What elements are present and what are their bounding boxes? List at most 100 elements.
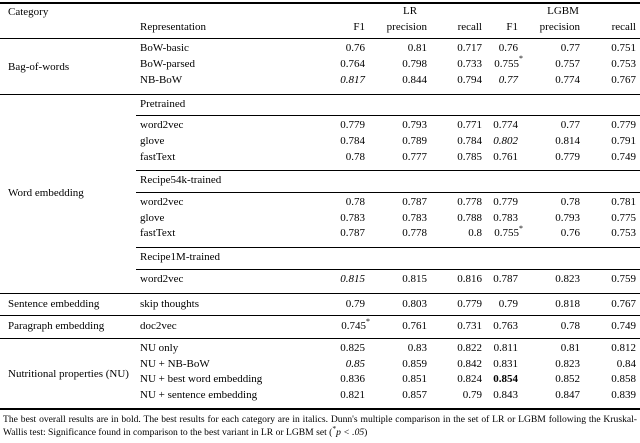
value-text: 0.858 — [611, 373, 636, 386]
value-text: 0.79 — [498, 297, 518, 310]
value-cell: 0.817 — [334, 73, 369, 94]
value-cell: 0.825 — [334, 338, 369, 356]
value-cell: 0.84 — [584, 357, 640, 373]
value-text: 0.789 — [402, 134, 427, 147]
value-text: 0.761 — [402, 320, 427, 333]
value-cell: 0.78 — [522, 193, 584, 211]
value-cell: 0.751 — [584, 39, 640, 57]
value-cell: 0.763 — [486, 316, 522, 339]
value-text: 0.811 — [493, 341, 518, 354]
value-text: 0.823 — [555, 357, 580, 370]
value-cell: 0.781 — [584, 193, 640, 211]
value-text: 0.812 — [611, 341, 636, 354]
value-cell: 0.815 — [334, 269, 369, 293]
table-row: NU + NB-BoW 0.85 0.859 0.842 0.831 0.823 0.84 — [0, 357, 640, 373]
value-text: 0.787 — [493, 272, 518, 285]
value-text: 0.83 — [407, 341, 427, 354]
column-header-lr-f1: F1 — [353, 20, 365, 33]
value-text: 0.843 — [493, 389, 518, 402]
value-text: 0.851 — [402, 373, 427, 386]
value-cell: 0.854 — [486, 372, 522, 388]
subsection-header-row: Recipe1M-trained — [0, 247, 640, 270]
value-text: 0.791 — [611, 134, 636, 147]
value-text: 0.733 — [457, 58, 482, 71]
value-cell: 0.802 — [486, 134, 522, 150]
value-text: 0.781 — [611, 196, 636, 209]
value-text: 0.803 — [402, 297, 427, 310]
representation-cell: doc2vec — [140, 320, 177, 333]
representation-cell: fastText — [136, 226, 334, 249]
value-text: 0.78 — [560, 320, 580, 333]
value-text: 0.78 — [345, 150, 365, 163]
value-text: 0.751 — [611, 42, 636, 55]
value-cell: 0.847 — [522, 388, 584, 409]
representation-cell: word2vec — [140, 196, 184, 209]
value-text: 0.788 — [457, 211, 482, 224]
representation-cell: NU + NB-BoW — [140, 357, 210, 370]
representation-cell: NB-BoW — [140, 73, 183, 86]
representation-cell: NU + best word embedding — [140, 373, 263, 386]
category-cell: Nutritional properties (NU) — [8, 367, 129, 380]
value-cell: 0.764 — [334, 57, 369, 73]
value-text: 0.784 — [340, 134, 365, 147]
value-text: 0.821 — [340, 389, 365, 402]
value-cell: 0.858 — [584, 372, 640, 388]
column-group-lgbm: LGBM — [547, 5, 579, 17]
section-paragraph-embedding: Paragraph embedding doc2vec 0.745* 0.761 0.7… — [0, 316, 640, 339]
value-cell: 0.85 — [334, 357, 369, 373]
value-text: 0.783 — [493, 211, 518, 224]
value-cell: 0.785 — [431, 149, 486, 172]
value-text: 0.793 — [555, 211, 580, 224]
value-text: 0.76 — [560, 227, 580, 240]
value-cell: 0.787 — [369, 193, 431, 211]
value-cell: 0.836 — [334, 372, 369, 388]
value-cell: 0.78 — [522, 316, 584, 339]
representation-cell: word2vec — [140, 272, 184, 285]
value-text: 0.857 — [402, 389, 427, 402]
representation-cell: glove — [140, 134, 165, 147]
value-cell: 0.823 — [522, 357, 584, 373]
value-cell: 0.81 — [369, 39, 431, 57]
table-row: word2vec 0.78 0.787 0.778 0.779 0.78 0.781 — [0, 193, 640, 211]
table-row: NU + best word embedding 0.836 0.851 0.824 0… — [0, 372, 640, 388]
value-cell: 0.774 — [522, 73, 584, 94]
table-row: Sentence embedding skip thoughts 0.79 0.803… — [0, 293, 640, 316]
value-text: 0.852 — [555, 373, 580, 386]
value-text: 0.783 — [402, 211, 427, 224]
value-cell: 0.844 — [369, 73, 431, 94]
value-text: 0.817 — [340, 73, 365, 86]
value-cell: 0.793 — [369, 116, 431, 134]
representation-cell: skip thoughts — [140, 297, 199, 310]
value-cell: 0.814 — [522, 134, 584, 150]
value-cell: 0.755* — [486, 55, 523, 73]
value-cell: 0.859 — [369, 357, 431, 373]
value-cell: 0.78 — [334, 193, 369, 211]
category-cell: Bag-of-words — [8, 60, 70, 73]
value-cell: 0.852 — [522, 372, 584, 388]
representation-cell: word2vec — [140, 119, 184, 132]
header-row-groups: Category LR LGBM — [0, 3, 640, 20]
value-text: 0.774 — [555, 73, 580, 86]
table-row: glove 0.783 0.783 0.788 0.783 0.793 0.775 — [0, 211, 640, 227]
column-header-lgbm-f1: F1 — [506, 20, 518, 33]
value-cell: 0.778 — [369, 226, 431, 249]
value-text: 0.842 — [457, 357, 482, 370]
value-cell: 0.83 — [369, 338, 431, 356]
table-row: fastText 0.78 0.777 0.785 0.761 0.779 0.749 — [0, 149, 640, 172]
table-row: Paragraph embedding doc2vec 0.745* 0.761 0.7… — [0, 316, 640, 339]
value-cell: 0.717 — [431, 39, 486, 57]
representation-cell: glove — [140, 211, 165, 224]
subsection-header-cell: Pretrained — [136, 94, 640, 117]
value-cell: 0.784 — [431, 134, 486, 150]
value-text: 0.847 — [555, 389, 580, 402]
value-text: 0.775 — [611, 211, 636, 224]
value-cell: 0.749 — [584, 316, 640, 339]
table-row: NB-BoW 0.817 0.844 0.794 0.77 0.774 0.767 — [0, 73, 640, 94]
value-cell: 0.78 — [334, 149, 369, 172]
value-cell: 0.775 — [584, 211, 640, 227]
value-text: 0.77 — [560, 42, 580, 55]
value-cell: 0.761 — [486, 149, 522, 172]
value-cell: 0.821 — [334, 388, 369, 409]
value-text: 0.767 — [611, 73, 636, 86]
value-text: 0.76 — [345, 42, 365, 55]
